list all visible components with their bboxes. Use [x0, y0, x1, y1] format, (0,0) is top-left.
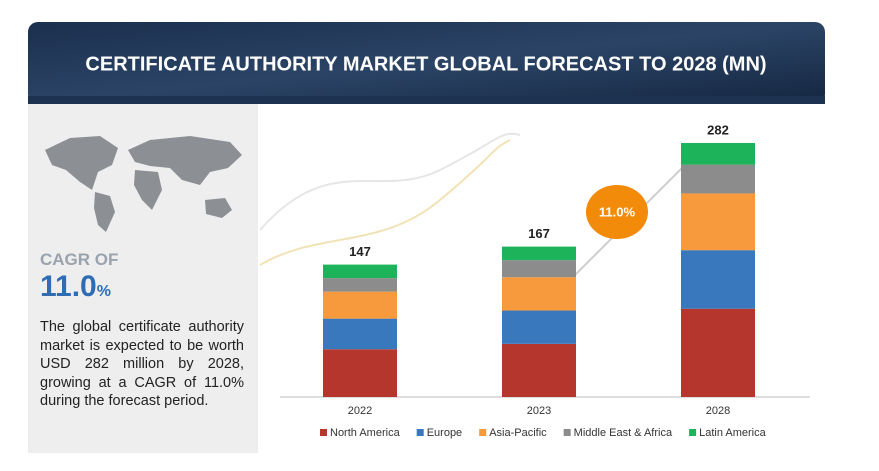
legend-swatch	[563, 429, 571, 436]
bar-segment	[323, 278, 397, 292]
x-tick-label: 2022	[348, 405, 372, 417]
total-label: 282	[707, 122, 729, 137]
bar-segment	[502, 246, 576, 261]
decor-swirl	[259, 139, 511, 266]
legend-label: Middle East & Africa	[574, 427, 673, 439]
cagr-label: CAGR OF	[40, 250, 119, 269]
bar-segment	[502, 277, 576, 311]
legend-label: North America	[330, 427, 401, 439]
bar-segment	[681, 250, 755, 309]
bar-segment	[323, 291, 397, 319]
cagr-unit: %	[96, 283, 111, 300]
legend-label: Latin America	[699, 427, 767, 439]
total-label: 167	[528, 226, 550, 241]
decor-swirl	[259, 132, 521, 231]
legend-label: Asia-Pacific	[489, 427, 547, 439]
bar-segment	[323, 264, 397, 279]
bar-segment	[681, 143, 755, 165]
header-band	[28, 22, 825, 104]
bar-segment	[502, 260, 576, 278]
x-tick-label: 2023	[527, 405, 551, 417]
cagr-bubble-label: 11.0%	[599, 204, 636, 219]
cagr-block: CAGR OF 11.0%	[40, 250, 118, 304]
world-map	[45, 136, 242, 232]
total-label: 147	[349, 244, 371, 259]
bar-segment	[323, 318, 397, 350]
bar-segment	[681, 193, 755, 251]
bar-segment	[502, 310, 576, 344]
bar-segment	[681, 164, 755, 194]
bar-segment	[323, 349, 397, 397]
x-tick-label: 2028	[706, 405, 730, 417]
legend-swatch	[689, 429, 697, 436]
description: The global certificate authority market …	[40, 319, 244, 409]
legend-swatch	[320, 429, 327, 436]
bar-segment	[502, 343, 576, 397]
cagr-value: 11.0	[40, 270, 97, 303]
legend-label: Europe	[427, 427, 462, 439]
legend-swatch	[416, 429, 424, 436]
cagr-bubble	[586, 185, 648, 239]
legend-swatch	[479, 429, 487, 436]
header-band-bottom	[28, 96, 825, 104]
bar-segment	[681, 308, 755, 397]
chart-title: CERTIFICATE AUTHORITY MARKET GLOBAL FORE…	[85, 53, 766, 75]
